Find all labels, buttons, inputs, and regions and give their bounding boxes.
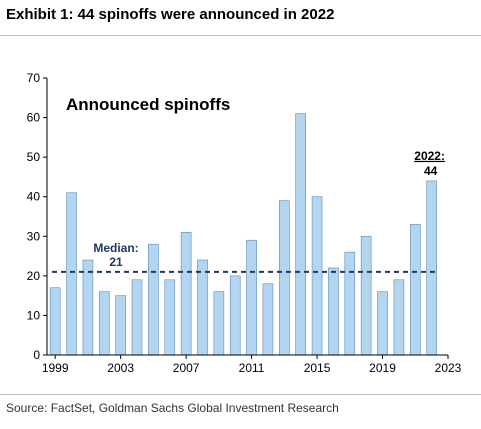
bar-2006 bbox=[164, 279, 176, 356]
bar-2009 bbox=[213, 291, 225, 356]
bar-2013 bbox=[279, 200, 290, 356]
bars-layer bbox=[49, 113, 437, 356]
bar-2022 bbox=[426, 180, 437, 356]
x-tick-label: 2015 bbox=[304, 361, 331, 375]
x-tick-label: 1999 bbox=[42, 361, 69, 375]
y-tick-label: 0 bbox=[33, 348, 40, 362]
bar-2011 bbox=[246, 239, 257, 356]
bar-2012 bbox=[262, 283, 274, 356]
bar-1999 bbox=[49, 287, 61, 356]
x-tick-label: 2011 bbox=[239, 361, 265, 375]
y-tick-label: 50 bbox=[27, 150, 41, 164]
x-tick-label: 2023 bbox=[435, 361, 462, 375]
bar-2017 bbox=[344, 251, 356, 356]
callout-label-line2: 44 bbox=[424, 164, 438, 178]
bar-2020 bbox=[393, 279, 405, 356]
y-tick-label: 40 bbox=[27, 190, 41, 204]
bar-2003 bbox=[115, 295, 126, 356]
bottom-divider bbox=[0, 394, 481, 395]
y-tick-label: 10 bbox=[27, 308, 41, 322]
exhibit-title: Exhibit 1: 44 spinoffs were announced in… bbox=[6, 6, 335, 23]
y-tick-label: 20 bbox=[27, 269, 41, 283]
bar-2005 bbox=[148, 243, 159, 356]
bar-2000 bbox=[66, 192, 77, 356]
source-note: Source: FactSet, Goldman Sachs Global In… bbox=[6, 401, 339, 415]
bar-2014 bbox=[295, 113, 306, 356]
bar-2015 bbox=[311, 196, 323, 356]
y-tick-label: 60 bbox=[27, 111, 41, 125]
median-label-line1: Median: bbox=[93, 241, 138, 255]
x-tick-label: 2003 bbox=[107, 361, 134, 375]
bar-2019 bbox=[377, 291, 388, 356]
bar-chart: 0 10 20 30 40 50 60 70 1999 2003 2007 2011 2015 2019 2… bbox=[27, 71, 462, 375]
median-label-line2: 21 bbox=[109, 255, 123, 269]
bar-2004 bbox=[131, 279, 143, 356]
bar-2007 bbox=[180, 232, 192, 356]
x-tick-label: 2007 bbox=[173, 361, 200, 375]
y-tick-label: 30 bbox=[27, 229, 41, 243]
bar-2016 bbox=[328, 267, 339, 356]
axes-layer: 0 10 20 30 40 50 60 70 1999 2003 2007 2011 2015 2019 2… bbox=[27, 71, 462, 375]
top-divider bbox=[0, 35, 481, 36]
bar-2018 bbox=[360, 235, 372, 356]
x-tick-label: 2019 bbox=[369, 361, 396, 375]
bar-2002 bbox=[98, 291, 110, 356]
bar-2008 bbox=[197, 259, 208, 356]
bar-2001 bbox=[82, 259, 94, 356]
chart-title: Announced spinoffs bbox=[66, 95, 230, 114]
bar-2021 bbox=[409, 224, 421, 356]
bar-2010 bbox=[229, 275, 241, 356]
y-tick-label: 70 bbox=[27, 71, 41, 85]
callout-label-line1: 2022: bbox=[414, 149, 445, 163]
